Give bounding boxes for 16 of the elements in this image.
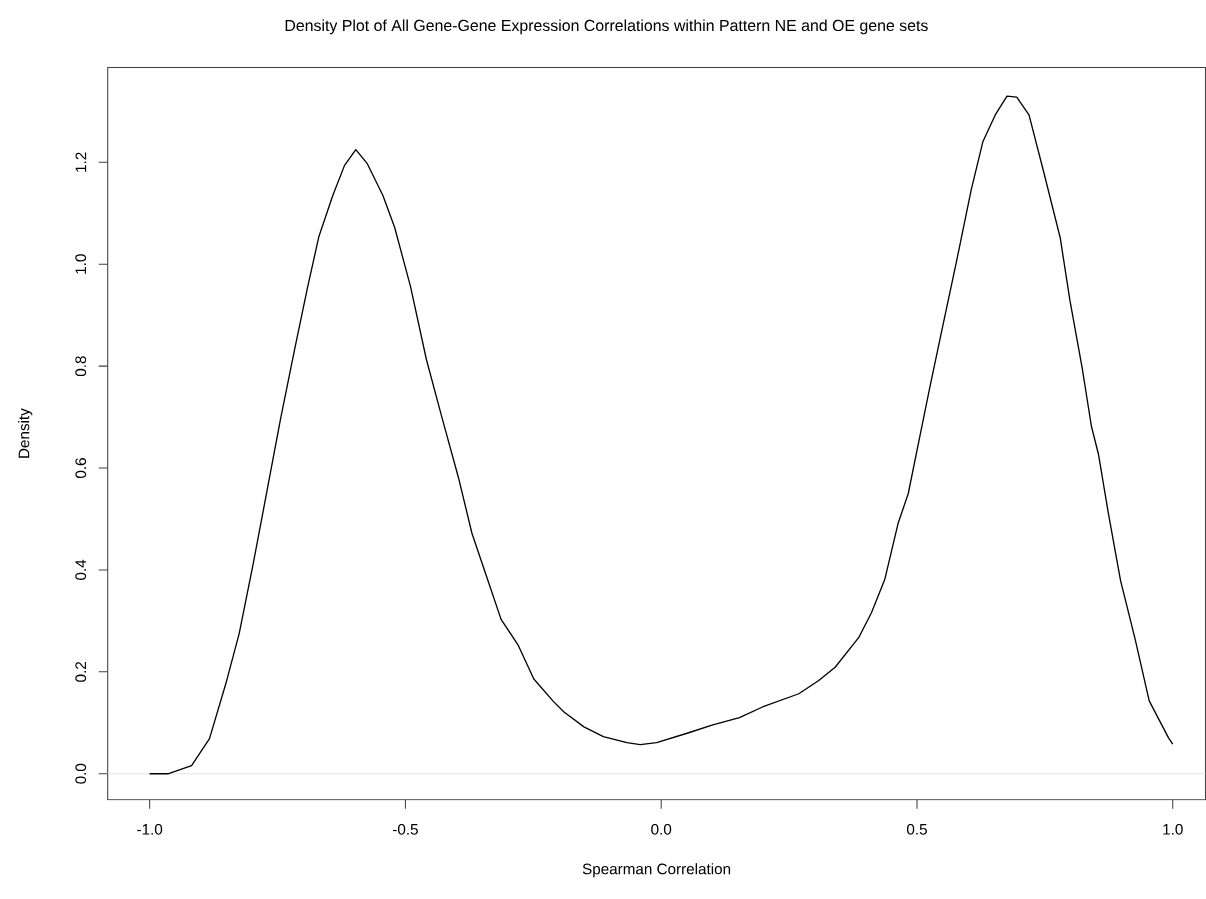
x-tick-label: 0.5 bbox=[906, 823, 927, 835]
y-tick-label: 0.2 bbox=[75, 661, 87, 682]
y-tick-label: 1.0 bbox=[75, 254, 87, 274]
y-tick-label: 0.6 bbox=[75, 458, 87, 478]
x-tick-label: 0.0 bbox=[651, 823, 672, 835]
y-tick-label: 0.0 bbox=[75, 763, 87, 784]
y-tick-label: 0.4 bbox=[75, 559, 87, 580]
x-tick-label: 1.0 bbox=[1163, 823, 1183, 835]
y-tick-label: 0.8 bbox=[75, 356, 87, 377]
x-tick-label: -0.5 bbox=[392, 823, 418, 835]
chart-title: Density Plot of All Gene-Gene Expression Correlations within Pattern NE and OE gene sets bbox=[285, 19, 928, 35]
y-axis-title: Density bbox=[18, 408, 33, 458]
y-tick-label: 1.2 bbox=[75, 152, 87, 172]
line-series bbox=[148, 95, 1174, 775]
x-axis-title: Spearman Correlation bbox=[582, 863, 731, 878]
x-tick-label: -1.0 bbox=[137, 823, 163, 835]
